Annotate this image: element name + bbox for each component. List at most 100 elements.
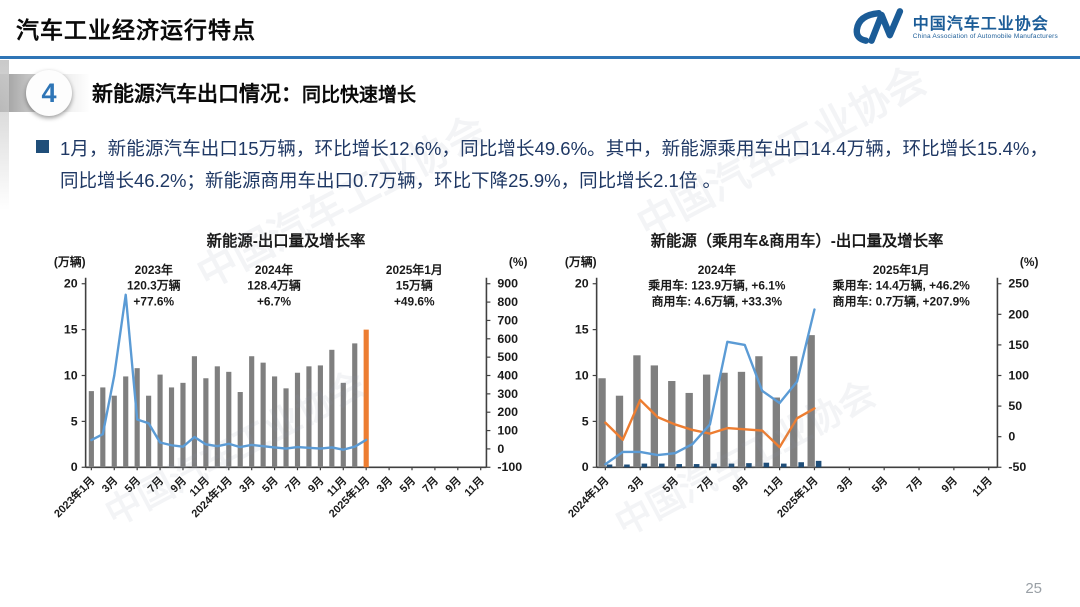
right-tick-label: 400 xyxy=(497,368,518,382)
left-axis-unit: (万辆) xyxy=(565,255,597,269)
left-tick-label: 5 xyxy=(582,414,589,428)
chart-title: 新能源-出口量及增长率 xyxy=(207,231,366,250)
left-tick-label: 0 xyxy=(71,460,78,474)
right-tick-label: 0 xyxy=(497,442,504,456)
right-axis-unit: (%) xyxy=(509,255,528,269)
section-subtitle: 同比快速增长 xyxy=(302,85,417,106)
summary-bullet: 1月，新能源汽车出口15万辆，环比增长12.6%，同比增长49.6%。其中，新能… xyxy=(36,133,1048,197)
section-number-badge: 4 xyxy=(26,70,72,116)
right-tick-label: 500 xyxy=(497,350,518,364)
left-tick-label: 15 xyxy=(64,322,78,336)
svg-text:120.3万辆: 120.3万辆 xyxy=(127,278,181,292)
x-tick-label: 3月 xyxy=(374,474,395,495)
right-tick-label: -100 xyxy=(497,460,522,474)
x-tick-label: 9月 xyxy=(443,474,464,495)
x-tick-label: 9月 xyxy=(168,474,189,495)
right-tick-label: 150 xyxy=(1008,338,1029,352)
logo-org-name-cn: 中国汽车工业协会 xyxy=(912,15,1049,33)
left-tick-label: 10 xyxy=(575,368,589,382)
chart-title: 新能源（乘用车&商用车）-出口量及增长率 xyxy=(651,231,944,250)
right-tick-label: 250 xyxy=(1008,276,1029,290)
logo-org-name-en: China Association of Automobile Manufact… xyxy=(912,33,1058,41)
x-tick-label: 2023年1月 xyxy=(51,473,98,520)
right-tick-label: -50 xyxy=(1008,460,1026,474)
bullet-marker xyxy=(36,140,49,153)
svg-text:128.4万辆: 128.4万辆 xyxy=(247,278,301,292)
svg-text:2024年: 2024年 xyxy=(698,262,736,276)
line-乘用车增长率 xyxy=(604,398,816,448)
summary-text: 1月，新能源汽车出口15万辆，环比增长12.6%，同比增长49.6%。其中，新能… xyxy=(60,138,1048,191)
caam-logo: 中国汽车工业协会 China Association of Automobile… xyxy=(849,4,1058,53)
right-tick-label: 0 xyxy=(1008,429,1015,443)
right-tick-label: 200 xyxy=(497,405,518,419)
svg-text:2023年: 2023年 xyxy=(135,262,173,276)
line-同比增长率 xyxy=(90,293,368,451)
svg-text:商用车: 0.7万辆, +207.9%: 商用车: 0.7万辆, +207.9% xyxy=(833,294,971,308)
svg-text:2025年1月: 2025年1月 xyxy=(386,262,443,276)
x-tick-label: 11月 xyxy=(462,474,487,499)
x-tick-label: 3月 xyxy=(834,474,855,495)
page-title: 汽车工业经济运行特点 xyxy=(16,17,256,43)
left-tick-label: 10 xyxy=(64,368,78,382)
x-tick-label: 7月 xyxy=(420,474,441,495)
x-tick-label: 3月 xyxy=(99,474,120,495)
x-tick-label: 3月 xyxy=(625,474,646,495)
svg-text:15万辆: 15万辆 xyxy=(396,278,433,292)
caam-logo-icon xyxy=(849,4,905,53)
right-tick-label: 600 xyxy=(497,331,518,345)
axes xyxy=(81,277,491,470)
right-axis-unit: (%) xyxy=(1020,255,1039,269)
axes xyxy=(592,277,1002,470)
x-tick-label: 5月 xyxy=(122,474,143,495)
x-tick-label: 9月 xyxy=(305,474,326,495)
annotation: 2025年1月 15万辆 +49.6% xyxy=(386,262,443,308)
x-tick-label: 9月 xyxy=(730,474,751,495)
right-tick-label: 100 xyxy=(497,423,518,437)
svg-text:2025年1月: 2025年1月 xyxy=(873,262,930,276)
left-tick-label: 5 xyxy=(71,414,78,428)
x-tick-label: 5月 xyxy=(259,474,280,495)
svg-text:乘用车: 14.4万辆, +46.2%: 乘用车: 14.4万辆, +46.2% xyxy=(832,278,971,292)
x-tick-label: 3月 xyxy=(237,474,258,495)
x-tick-label: 11月 xyxy=(970,474,995,499)
right-tick-label: 800 xyxy=(497,295,518,309)
section-number: 4 xyxy=(41,77,57,108)
svg-text:+77.6%: +77.6% xyxy=(133,294,174,308)
charts-row: 新能源-出口量及增长率 (万辆) (%) 0 5 10 15 20 -100 0 100 200 300… xyxy=(0,225,1080,527)
right-tick-label: 50 xyxy=(1008,399,1022,413)
left-edge-strip xyxy=(0,60,9,210)
x-tick-label: 7月 xyxy=(145,474,166,495)
x-tick-label: 9月 xyxy=(939,474,960,495)
svg-text:2024年: 2024年 xyxy=(255,262,293,276)
right-tick-label: 900 xyxy=(497,276,518,290)
x-tick-label: 7月 xyxy=(282,474,303,495)
svg-text:+6.7%: +6.7% xyxy=(257,294,291,308)
x-tick-label: 7月 xyxy=(695,474,716,495)
header-divider xyxy=(0,56,1080,59)
annotation: 2023年 120.3万辆 +77.6% xyxy=(127,262,181,308)
right-tick-label: 700 xyxy=(497,313,518,327)
section-header: 4 新能源汽车出口情况：同比快速增长 xyxy=(0,67,1080,119)
x-tick-label: 5月 xyxy=(397,474,418,495)
left-tick-label: 20 xyxy=(64,276,78,290)
right-tick-label: 300 xyxy=(497,386,518,400)
x-tick-label: 7月 xyxy=(904,474,925,495)
chart-nev-export-volume-growth: 新能源-出口量及增长率 (万辆) (%) 0 5 10 15 20 -100 0 100 200 300… xyxy=(51,231,528,520)
x-tick-label: 11月 xyxy=(761,474,786,499)
slide-header: 汽车工业经济运行特点 中国汽车工业协会 China Association of… xyxy=(0,0,1080,56)
line-商用车增长率 xyxy=(604,307,816,466)
left-tick-label: 0 xyxy=(582,460,589,474)
annotation: 2024年 128.4万辆 +6.7% xyxy=(247,262,301,308)
x-tick-label: 5月 xyxy=(660,474,681,495)
right-tick-label: 200 xyxy=(1008,307,1029,321)
left-tick-label: 15 xyxy=(575,322,589,336)
bars-商用车出口量 xyxy=(606,460,822,467)
right-tick-label: 100 xyxy=(1008,368,1029,382)
page-number: 25 xyxy=(1025,580,1042,597)
svg-text:+49.6%: +49.6% xyxy=(394,294,435,308)
x-tick-label: 2024年1月 xyxy=(565,473,612,520)
chart-nev-pv-cv-export-volume-growth: 新能源（乘用车&商用车）-出口量及增长率 (万辆) (%) 0 5 10 15 20 -50 0 5… xyxy=(565,231,1039,520)
left-axis-unit: (万辆) xyxy=(54,255,86,269)
